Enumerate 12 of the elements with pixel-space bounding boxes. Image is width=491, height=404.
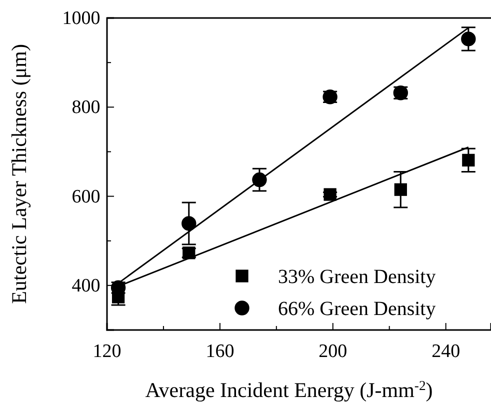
y-axis-title: Eutectic Layer Thickness (μm) <box>7 44 31 304</box>
y-tick-label: 800 <box>72 97 100 118</box>
y-tick-label: 400 <box>72 276 100 297</box>
y-tick-label: 1000 <box>62 8 100 30</box>
x-tick-label: 120 <box>92 340 122 362</box>
x-axis-title: Average Incident Energy (J-mm$^{-2}$) <box>145 378 433 402</box>
y-tick-label: 600 <box>72 186 100 208</box>
legend-label: 66% Green Density <box>278 298 436 320</box>
legend-label: 33% Green Density <box>278 266 436 288</box>
x-tick-label: 200 <box>318 340 348 362</box>
x-tick-label: 240 <box>432 340 460 362</box>
x-tick-label: 160 <box>206 340 234 362</box>
